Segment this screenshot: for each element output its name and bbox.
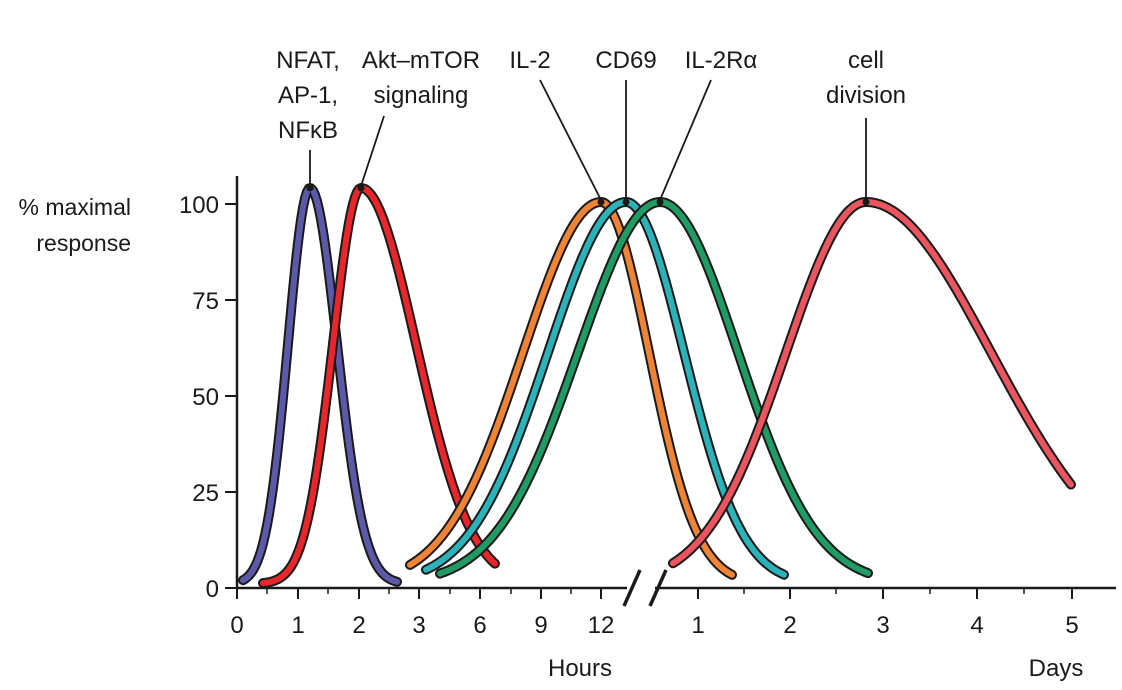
hours-tick-label: 1 xyxy=(291,612,304,639)
series-label-cd69: CD69 xyxy=(595,47,656,74)
days-tick-label: 3 xyxy=(876,612,889,639)
series-label-nfat-ap-1-nf-b: AP-1, xyxy=(278,82,338,109)
peak-dot-il-2r xyxy=(656,198,664,206)
x-axis-title-days: Days xyxy=(1029,655,1084,682)
leader-line-il-2r xyxy=(659,79,712,201)
hours-tick-label: 6 xyxy=(473,612,486,639)
days-tick-label: 4 xyxy=(970,612,983,639)
y-axis-title: response xyxy=(36,230,131,256)
series-label-nfat-ap-1-nf-b: NFκB xyxy=(278,117,338,144)
axis-break-mark xyxy=(622,569,642,607)
series-label-il-2: IL-2 xyxy=(509,47,550,74)
y-axis-title: % maximal xyxy=(19,194,131,220)
hours-tick-label: 2 xyxy=(352,612,365,639)
days-tick-label: 1 xyxy=(691,612,704,639)
x-axis-title-hours: Hours xyxy=(548,655,612,682)
series-label-nfat-ap-1-nf-b: NFAT, xyxy=(276,47,340,74)
axis-break-mark xyxy=(648,569,668,607)
peak-dot-nfat-ap-1-nf-b xyxy=(306,184,314,192)
peak-dot-cell-division xyxy=(862,198,870,206)
hours-tick-label: 12 xyxy=(588,612,615,639)
hours-tick-label: 9 xyxy=(534,612,547,639)
series-line-cell-division xyxy=(670,199,1074,567)
days-tick-label: 5 xyxy=(1065,612,1078,639)
y-tick-label: 0 xyxy=(206,576,219,603)
leader-line-akt-mtor-signaling xyxy=(360,115,385,187)
series-label-cell-division: division xyxy=(826,82,906,109)
series-label-akt-mtor-signaling: signaling xyxy=(374,82,469,109)
peak-dot-il-2 xyxy=(597,198,605,206)
label-layer: NFAT, AP-1, NFκB Akt–mTOR signaling IL-2 CD69 I… xyxy=(276,47,906,201)
peak-dot-cd69 xyxy=(622,198,630,206)
series-line-akt-mtor-signaling xyxy=(260,185,498,587)
series-line-il-2r xyxy=(437,199,871,577)
series-label-cell-division: cell xyxy=(848,47,884,74)
y-tick-label: 100 xyxy=(179,192,219,219)
y-tick-label: 75 xyxy=(192,288,219,315)
series-label-akt-mtor-signaling: Akt–mTOR xyxy=(362,47,480,74)
y-tick-label: 25 xyxy=(192,480,219,507)
series-line-nfat-ap-1-nf-b xyxy=(240,185,400,585)
days-tick-label: 2 xyxy=(783,612,796,639)
hours-tick-label: 3 xyxy=(412,612,425,639)
series-outline-il-2 xyxy=(405,197,737,580)
series-layer xyxy=(238,183,1076,589)
peak-dot-akt-mtor-signaling xyxy=(357,184,365,192)
series-label-il-2r: IL-2Rα xyxy=(685,47,758,74)
hours-tick-label: 0 xyxy=(230,612,243,639)
y-tick-label: 50 xyxy=(192,384,219,411)
leader-line-il-2 xyxy=(539,79,602,201)
series-line-cd69 xyxy=(423,199,787,578)
series-line-il-2 xyxy=(407,199,735,578)
